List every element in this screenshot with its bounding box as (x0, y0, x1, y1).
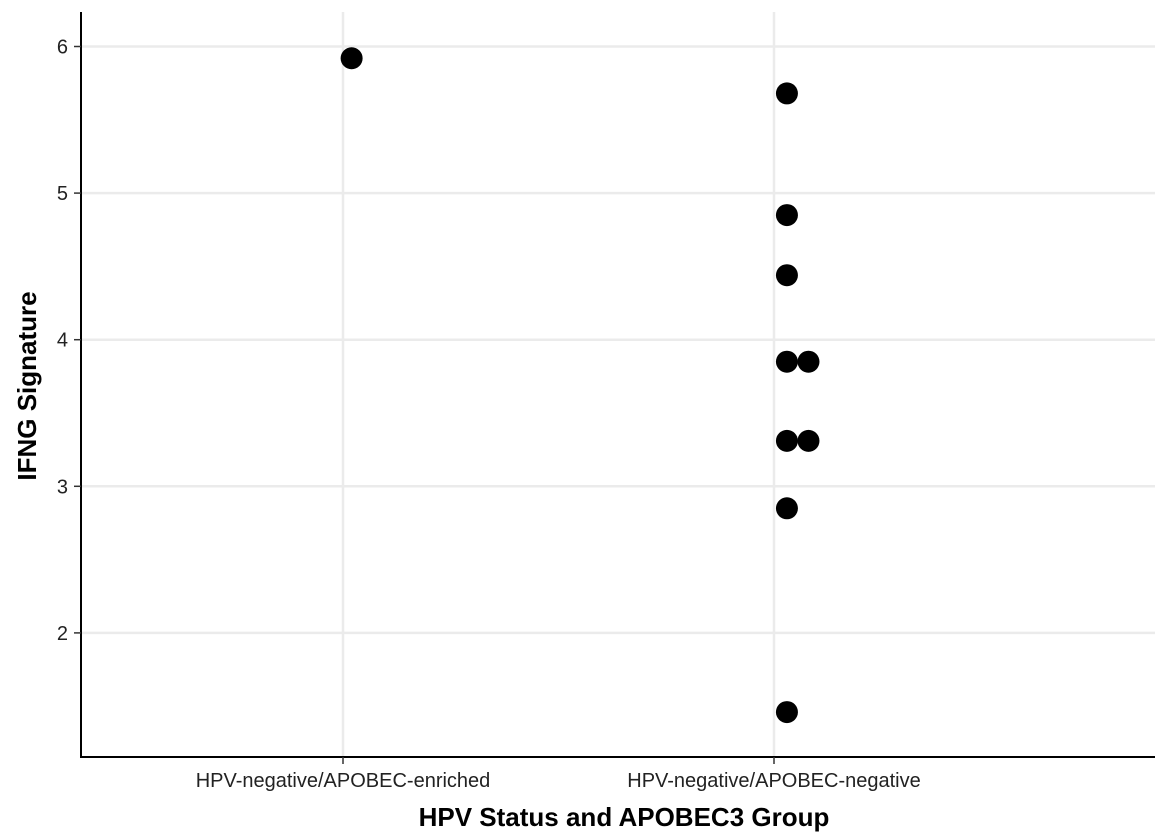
x-tick-label: HPV-negative/APOBEC-enriched (196, 770, 491, 792)
axes (80, 12, 1155, 758)
y-axis-title: IFNG Signature (12, 291, 42, 480)
y-tick-label: 2 (57, 623, 68, 645)
y-tick-label: 5 (57, 183, 68, 205)
data-point (775, 429, 798, 452)
data-point (775, 350, 798, 373)
y-tick-label: 3 (57, 476, 68, 498)
data-point (775, 82, 798, 105)
x-axis-title: HPV Status and APOBEC3 Group (419, 802, 830, 832)
y-ticks: 2 3 4 5 6 (57, 37, 81, 645)
data-point (797, 350, 820, 373)
y-tick-label: 4 (57, 330, 68, 352)
data-point (775, 497, 798, 520)
data-point (340, 47, 363, 70)
gridlines (81, 12, 1155, 757)
x-tick-label: HPV-negative/APOBEC-negative (627, 770, 921, 792)
data-point (797, 429, 820, 452)
data-point (775, 701, 798, 724)
x-ticks: HPV-negative/APOBEC-enriched HPV-negative… (196, 757, 921, 792)
data-points (340, 47, 820, 724)
y-tick-label: 6 (57, 37, 68, 59)
data-point (775, 204, 798, 227)
data-point (775, 264, 798, 287)
